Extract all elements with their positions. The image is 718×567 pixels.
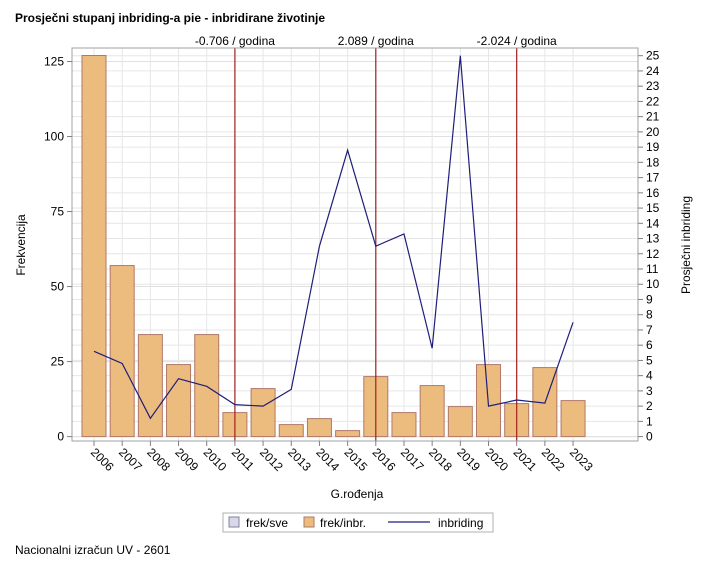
bar-2017 xyxy=(391,412,417,438)
footnote: Nacionalni izračun UV - 2601 xyxy=(15,543,171,557)
bar-2023 xyxy=(560,400,586,438)
y2-tick-label: 6 xyxy=(646,338,653,352)
legend: frek/sve frek/inbr. inbriding xyxy=(222,512,494,533)
bar-2014 xyxy=(306,418,332,438)
y2-tick-label: 21 xyxy=(646,110,660,124)
legend-swatch-frek-inbr xyxy=(303,516,315,528)
inbriding-line xyxy=(93,55,574,420)
y2-tick-label: 13 xyxy=(646,232,660,246)
y-axis-label: Frekvencija xyxy=(14,214,28,276)
legend-label: frek/sve xyxy=(246,516,288,530)
bar-2007 xyxy=(109,265,135,438)
bar-2006 xyxy=(81,54,107,438)
y2-tick-label: 0 xyxy=(646,430,653,444)
y2-tick-label: 2 xyxy=(646,399,653,413)
y2-tick-label: 10 xyxy=(646,277,660,291)
bar-2013 xyxy=(278,424,304,438)
bar-2008 xyxy=(137,334,163,438)
y2-tick-label: 14 xyxy=(646,216,660,230)
x-tick-label: 2012 xyxy=(257,445,286,474)
reference-label: 2.089 / godina xyxy=(338,34,414,48)
y2-tick-label: 9 xyxy=(646,292,653,306)
x-tick-label: 2008 xyxy=(144,445,173,474)
bar-2012 xyxy=(250,388,276,438)
x-tick-label: 2021 xyxy=(511,445,540,474)
bar-2018 xyxy=(419,385,445,438)
y-tick-label: 125 xyxy=(44,55,64,69)
bar-2019 xyxy=(447,406,473,438)
plot-frame xyxy=(71,47,639,442)
legend-swatch-frek-sve xyxy=(228,516,240,528)
x-tick-label: 2020 xyxy=(482,445,511,474)
y2-tick-label: 16 xyxy=(646,186,660,200)
y2-tick-label: 24 xyxy=(646,64,660,78)
x-tick-label: 2011 xyxy=(229,445,257,473)
y2-tick-label: 1 xyxy=(646,414,653,428)
x-tick-label: 2018 xyxy=(426,445,455,474)
y2-tick-label: 25 xyxy=(646,49,660,63)
x-tick-label: 2016 xyxy=(370,445,399,474)
y2-tick-label: 22 xyxy=(646,94,660,108)
x-tick-label: 2013 xyxy=(285,445,314,474)
reference-label: -0.706 / godina xyxy=(195,34,275,48)
y2-tick-label: 23 xyxy=(646,79,660,93)
legend-frame xyxy=(222,512,494,533)
y-tick-label: 100 xyxy=(44,130,64,144)
y2-tick-label: 8 xyxy=(646,308,653,322)
x-tick-label: 2023 xyxy=(567,445,596,474)
y-tick-label: 75 xyxy=(51,205,65,219)
reference-label: -2.024 / godina xyxy=(477,34,557,48)
y2-tick-label: 17 xyxy=(646,171,660,185)
x-tick-label: 2017 xyxy=(398,445,427,474)
y-tick-label: 25 xyxy=(51,355,65,369)
legend-label: frek/inbr. xyxy=(320,516,366,530)
bar-2015 xyxy=(335,430,361,438)
y2-tick-label: 20 xyxy=(646,125,660,139)
x-axis-label: G.rođenja xyxy=(331,487,384,501)
y-tick-label: 50 xyxy=(51,280,65,294)
x-tick-label: 2022 xyxy=(539,445,568,474)
y-tick-label: 0 xyxy=(57,430,64,444)
y2-tick-label: 12 xyxy=(646,247,660,261)
x-tick-label: 2009 xyxy=(172,445,201,474)
x-tick-label: 2007 xyxy=(116,445,145,474)
chart-title: Prosječni stupanj inbriding-a pie - inbr… xyxy=(15,11,326,25)
y2-tick-label: 5 xyxy=(646,353,653,367)
x-tick-label: 2006 xyxy=(88,445,117,474)
y2-axis-label: Prosječni inbriding xyxy=(679,196,693,294)
y2-tick-label: 4 xyxy=(646,369,653,383)
y2-tick-label: 18 xyxy=(646,155,660,169)
x-tick-label: 2014 xyxy=(313,445,342,474)
bar-2009 xyxy=(166,364,192,438)
y2-tick-label: 11 xyxy=(646,262,659,276)
y2-tick-label: 19 xyxy=(646,140,660,154)
bar-2010 xyxy=(194,334,220,438)
legend-label: inbriding xyxy=(438,516,483,530)
x-tick-label: 2015 xyxy=(341,445,370,474)
x-tick-label: 2019 xyxy=(454,445,483,474)
y2-tick-label: 7 xyxy=(646,323,653,337)
y2-tick-label: 3 xyxy=(646,384,653,398)
x-tick-label: 2010 xyxy=(201,445,230,474)
y2-tick-label: 15 xyxy=(646,201,660,215)
